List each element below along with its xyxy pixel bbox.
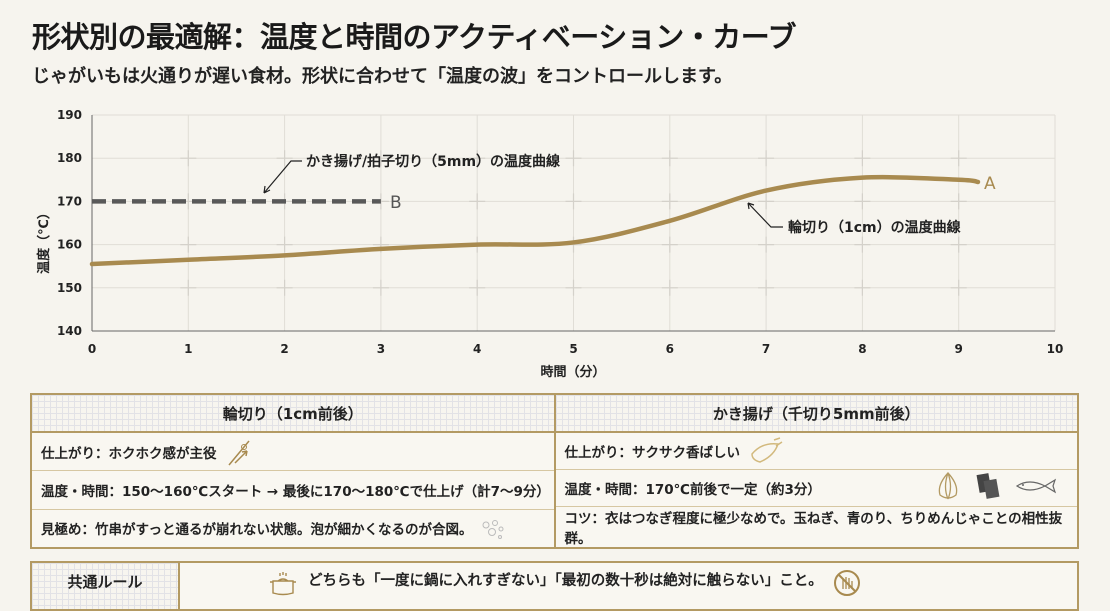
- grid-cross: [276, 236, 293, 253]
- y-tick-label: 160: [57, 238, 82, 252]
- grid-cross: [854, 279, 871, 296]
- y-tick-label: 190: [57, 108, 82, 122]
- grid-cross: [565, 279, 582, 296]
- page-title: 形状別の最適解：温度と時間のアクティベーション・カーブ: [32, 20, 797, 54]
- bubbles-icon: [480, 515, 506, 541]
- comparison-table: 輪切り（1cm前後） 仕上がり：ホクホク感が主役 温度・時間：150〜160℃ス…: [30, 393, 1079, 549]
- grid-cross: [661, 279, 678, 296]
- common-rule-box: 共通ルール どちらも「一度に鍋に入れすぎない」「最初の数十秒は絶対に触らない」こ…: [30, 561, 1079, 611]
- x-tick-label: 4: [473, 342, 481, 356]
- table-row: 見極め：竹串がすっと通るが崩れない状態。泡が細かくなるのが合図。: [32, 510, 554, 547]
- grid-cross: [469, 279, 486, 296]
- column-header: 輪切り（1cm前後）: [32, 395, 554, 433]
- grid-cross: [854, 150, 871, 167]
- row-text: 温度・時間：150〜160℃スタート → 最後に170〜180℃で仕上げ（計7〜…: [41, 483, 550, 500]
- x-tick-label: 7: [762, 342, 770, 356]
- y-axis-label: 温度（℃）: [36, 206, 52, 274]
- x-tick-label: 2: [280, 342, 288, 356]
- series-a-annotation-arrow: [747, 202, 783, 228]
- grid-cross: [276, 279, 293, 296]
- skewer-icon: [225, 437, 255, 467]
- grid-cross: [372, 279, 389, 296]
- series-a-end-label: A: [984, 174, 996, 194]
- grid-cross: [180, 236, 197, 253]
- grid-cross: [661, 150, 678, 167]
- column-kakiage: かき揚げ（千切り5mm前後） 仕上がり：サクサク香ばしい 温度・時間：170℃前…: [553, 395, 1078, 547]
- row-text: 温度・時間：170℃前後で一定（約3分）: [564, 482, 821, 498]
- grid-cross: [661, 236, 678, 253]
- x-tick-label: 9: [955, 342, 963, 356]
- grid-cross: [565, 193, 582, 210]
- y-tick-label: 150: [57, 281, 82, 295]
- chart-series: [89, 174, 981, 267]
- x-tick-label: 0: [88, 342, 96, 356]
- y-tick-label: 180: [57, 151, 82, 165]
- y-tick-label: 140: [57, 324, 82, 338]
- row-text: 仕上がり：サクサク香ばしい: [564, 445, 741, 461]
- grid-cross: [950, 236, 967, 253]
- common-rule-label: 共通ルール: [32, 563, 180, 609]
- grid-cross: [180, 279, 197, 296]
- temperature-chart: 0 1 2 3 4 5 6 7 8 9 10 140 150 160 170 180 190 時間（分） 温度（…: [36, 108, 1063, 380]
- x-tick-label: 3: [377, 342, 385, 356]
- x-tick-label: 1: [184, 342, 192, 356]
- column-header: かき揚げ（千切り5mm前後）: [555, 395, 1077, 433]
- table-row: 仕上がり：サクサク香ばしい: [555, 433, 1077, 470]
- grid-cross: [854, 193, 871, 210]
- nori-icon: [975, 472, 1001, 504]
- table-row: コツ：衣はつなぎ程度に極少なめで。玉ねぎ、青のり、ちりめんじゃことの相性抜群。: [556, 507, 1078, 547]
- tempura-icon: [748, 436, 784, 466]
- fish-icon: [1015, 476, 1057, 500]
- series-a-annotation: 輪切り（1cm）の温度曲線: [788, 219, 961, 236]
- y-tick-label: 170: [57, 194, 82, 208]
- grid-cross: [758, 150, 775, 167]
- grid-cross: [758, 236, 775, 253]
- row-text: 仕上がり：ホクホク感が主役: [41, 445, 217, 462]
- table-row: 仕上がり：ホクホク感が主役: [32, 433, 554, 472]
- grid-cross: [372, 150, 389, 167]
- x-tick-label: 6: [666, 342, 674, 356]
- row-text: 見極め：竹串がすっと通るが崩れない状態。泡が細かくなるのが合図。: [41, 522, 473, 539]
- grid-cross: [950, 279, 967, 296]
- pot-icon: [268, 569, 298, 601]
- grid-cross: [469, 193, 486, 210]
- table-row: 温度・時間：150〜160℃スタート → 最後に170〜180℃で仕上げ（計7〜…: [32, 471, 554, 510]
- row-text: コツ：衣はつなぎ程度に極少なめで。玉ねぎ、青のり、ちりめんじゃことの相性抜群。: [564, 511, 1063, 547]
- series-line-A: [89, 174, 981, 267]
- grid-cross: [758, 193, 775, 210]
- grid-cross: [950, 193, 967, 210]
- grid-cross: [854, 236, 871, 253]
- x-tick-label: 10: [1047, 342, 1064, 356]
- grid-cross: [469, 150, 486, 167]
- series-b-end-label: B: [390, 193, 402, 213]
- series-b-annotation: かき揚げ/拍子切り（5mm）の温度曲線: [306, 153, 560, 170]
- series-b-annotation-arrow: [263, 160, 302, 194]
- grid-cross: [950, 150, 967, 167]
- grid-cross: [565, 150, 582, 167]
- page-subtitle: じゃがいもは火通りが遅い食材。形状に合わせて「温度の波」をコントロールします。: [32, 66, 733, 87]
- column-wagiri: 輪切り（1cm前後） 仕上がり：ホクホク感が主役 温度・時間：150〜160℃ス…: [32, 395, 554, 547]
- onion-icon: [935, 471, 961, 505]
- chart-ticks: 0 1 2 3 4 5 6 7 8 9 10 140 150 160 170 180 190: [57, 108, 1063, 356]
- no-touch-icon: [833, 569, 861, 601]
- table-row: 温度・時間：170℃前後で一定（約3分）: [555, 470, 1077, 507]
- x-axis-label: 時間（分）: [540, 364, 605, 380]
- common-rule-text: どちらも「一度に鍋に入れすぎない」「最初の数十秒は絶対に触らない」こと。: [308, 573, 823, 589]
- chart-axes: [91, 115, 1055, 332]
- x-tick-label: 8: [858, 342, 866, 356]
- x-tick-label: 5: [569, 342, 577, 356]
- grid-cross: [661, 193, 678, 210]
- grid-cross: [758, 279, 775, 296]
- grid-cross: [276, 150, 293, 167]
- grid-cross: [180, 150, 197, 167]
